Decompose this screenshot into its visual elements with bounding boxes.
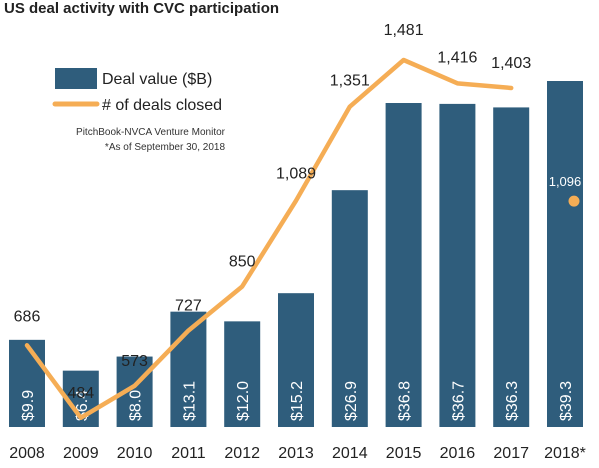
line-value-label: 573 [121, 353, 148, 370]
line-value-label: 1,096 [549, 174, 582, 189]
bar [224, 321, 261, 427]
x-tick-label: 2015 [386, 445, 422, 462]
line-value-label: 1,351 [330, 73, 370, 90]
legend-swatch-bar [55, 68, 97, 89]
deals-line [24, 57, 514, 421]
line-value-label: 686 [14, 308, 41, 325]
line-value-label: 484 [67, 385, 94, 402]
x-tick-label: 2010 [117, 445, 153, 462]
bar [547, 81, 583, 427]
x-tick-label: 2012 [224, 445, 260, 462]
chart-title: US deal activity with CVC participation [4, 0, 280, 17]
legend-label-line: # of deals closed [102, 97, 222, 114]
deals-point-marker [568, 195, 580, 207]
line-value-label: 1,089 [276, 166, 316, 183]
bar-value-label: $9.9 [20, 390, 37, 421]
x-tick-label: 2011 [171, 445, 206, 462]
legend-label-bar: Deal value ($B) [102, 71, 212, 88]
line-value-label: 727 [175, 298, 202, 315]
bar-value-label: $26.9 [343, 381, 360, 421]
line-value-label: 1,416 [437, 49, 477, 66]
x-tick-label: 2018* [544, 445, 586, 462]
x-tick-label: 2009 [63, 445, 99, 462]
bar [385, 103, 422, 427]
x-tick-label: 2008 [9, 445, 45, 462]
x-tick-label: 2013 [278, 445, 314, 462]
x-tick-label: 2016 [440, 445, 476, 462]
bar-value-label: $36.7 [450, 381, 467, 421]
line-value-label: 1,403 [491, 55, 531, 72]
line-value-label: 850 [229, 253, 256, 270]
bar-value-label: $36.8 [397, 381, 414, 421]
x-tick-label: 2017 [493, 445, 529, 462]
x-tick-label: 2014 [332, 445, 368, 462]
bar-value-label: $39.3 [558, 381, 575, 421]
bar [493, 107, 530, 427]
bar [278, 293, 314, 427]
bar-value-label: $13.1 [181, 381, 198, 421]
bar-value-label: $36.3 [504, 381, 521, 421]
source-note: PitchBook-NVCA Venture Monitor [76, 127, 226, 138]
bar [331, 190, 368, 427]
bar [439, 103, 476, 427]
line-value-label: 1,481 [384, 22, 424, 39]
bar-value-label: $15.2 [289, 381, 306, 421]
bar [9, 339, 45, 427]
bar-value-label: $12.0 [235, 381, 252, 421]
footnote: *As of September 30, 2018 [105, 142, 226, 153]
bar-value-label: $8.0 [128, 390, 145, 421]
